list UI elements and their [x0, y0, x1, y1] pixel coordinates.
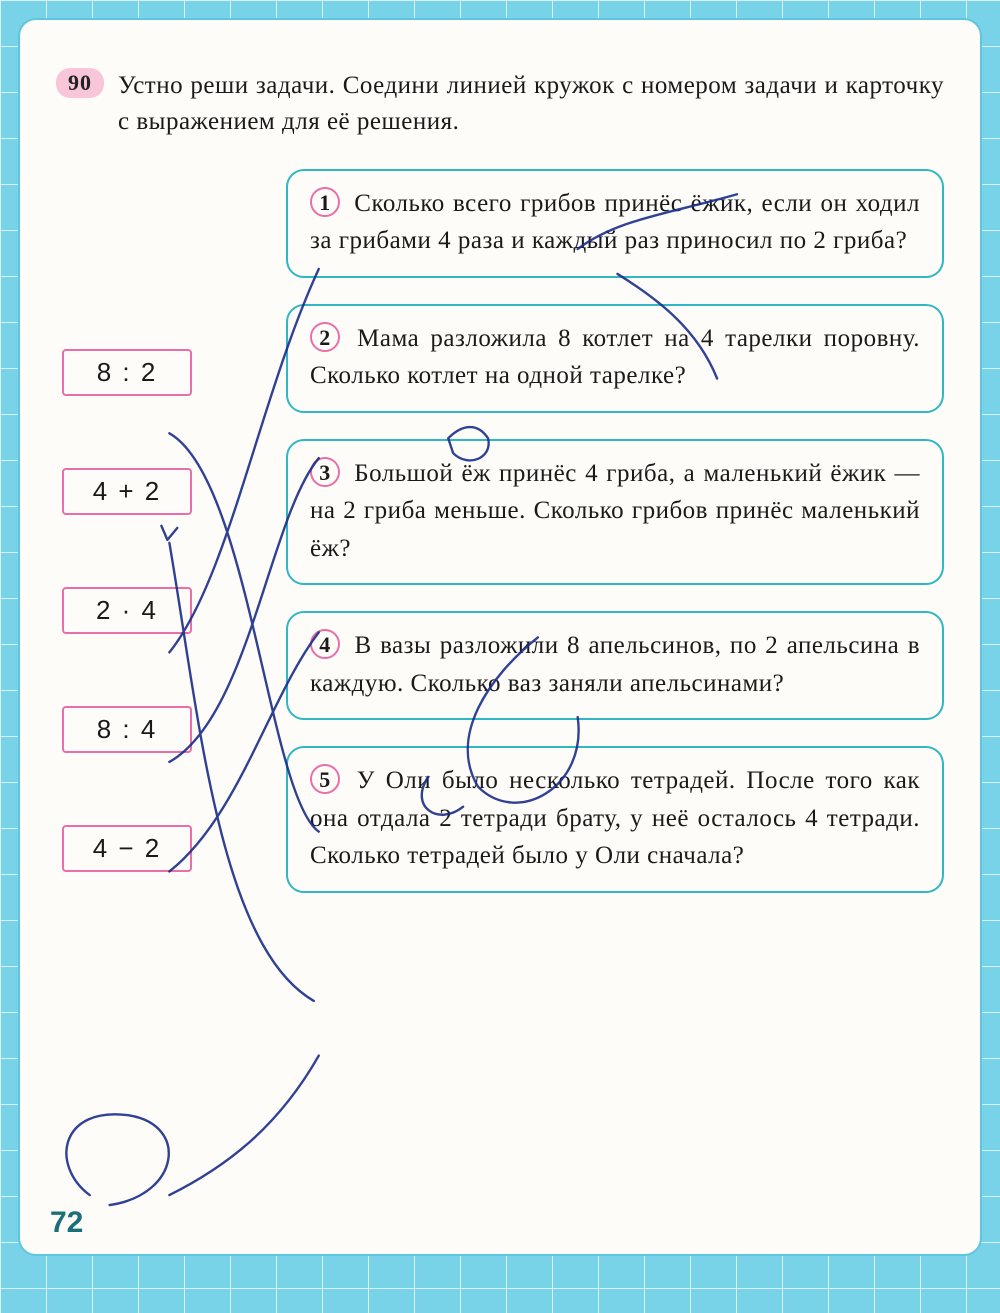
problem-text: В вазы разложили 8 апельсинов, по 2 апел…	[310, 632, 920, 697]
problem-text: Большой ёж принёс 4 гриба, а маленький ё…	[310, 460, 920, 562]
problem-number: 4	[310, 629, 340, 659]
page-area: 90 Устно реши задачи. Соедини линией кру…	[18, 18, 982, 1256]
problem-number: 1	[310, 187, 340, 217]
expression-card: 2 · 4	[62, 587, 192, 634]
exercise-number-badge: 90	[56, 68, 104, 98]
problem-number: 3	[310, 457, 340, 487]
expression-card: 8 : 2	[62, 349, 192, 396]
content-row: 8 : 2 4 + 2 2 · 4 8 : 4 4 − 2 1 Сколько …	[56, 169, 944, 893]
problem-text: У Оли было несколько тетрадей. После тог…	[310, 767, 920, 869]
problem-card: 2 Мама разложила 8 котлет на 4 тарелки п…	[286, 304, 944, 413]
problem-card: 5 У Оли было несколько тетрадей. После т…	[286, 746, 944, 893]
expression-card: 4 − 2	[62, 825, 192, 872]
problem-number: 5	[310, 764, 340, 794]
problem-card: 3 Большой ёж принёс 4 гриба, а маленький…	[286, 439, 944, 586]
problem-card: 1 Сколько всего грибов принёс ёжик, если…	[286, 169, 944, 278]
page-number: 72	[50, 1206, 83, 1240]
problems-column: 1 Сколько всего грибов принёс ёжик, если…	[286, 169, 944, 893]
exercise-instruction: Устно реши задачи. Соедини линией кружок…	[118, 68, 944, 141]
problem-number: 2	[310, 322, 340, 352]
problem-text: Сколько всего грибов принёс ёжик, если о…	[310, 190, 920, 255]
expression-card: 4 + 2	[62, 468, 192, 515]
expression-card: 8 : 4	[62, 706, 192, 753]
exercise-header: 90 Устно реши задачи. Соедини линией кру…	[56, 68, 944, 141]
problem-card: 4 В вазы разложили 8 апельсинов, по 2 ап…	[286, 611, 944, 720]
expressions-column: 8 : 2 4 + 2 2 · 4 8 : 4 4 − 2	[56, 169, 286, 893]
problem-text: Мама разложила 8 котлет на 4 тарелки пор…	[310, 325, 920, 390]
